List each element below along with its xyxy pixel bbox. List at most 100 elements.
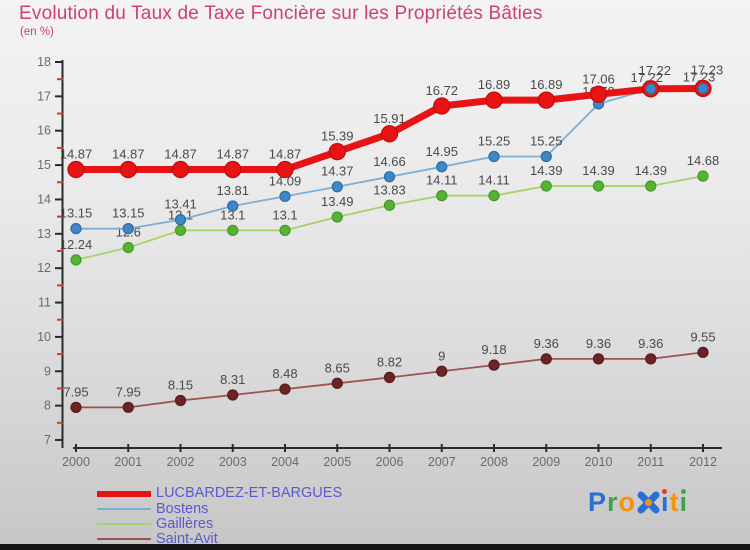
data-point	[436, 365, 448, 377]
data-point	[697, 170, 709, 182]
data-label: 14.95	[425, 144, 458, 159]
data-label: 9.36	[638, 336, 663, 351]
legend-label: Gaillères	[156, 515, 214, 532]
data-point	[645, 180, 657, 192]
data-label: 15.91	[373, 111, 406, 126]
data-label: 13.49	[321, 194, 354, 209]
data-label: 13.83	[373, 182, 406, 197]
data-point	[488, 190, 500, 202]
logo-x-icon	[636, 486, 661, 518]
chart-title: Evolution du Taux de Taxe Foncière sur l…	[19, 3, 543, 24]
data-label: 14.11	[426, 173, 458, 188]
data-point	[540, 150, 552, 163]
data-point	[380, 125, 399, 143]
data-label: 9.18	[481, 342, 506, 357]
x-tick-label: 2000	[62, 455, 90, 469]
y-tick-label: 9	[44, 364, 51, 378]
x-tick-label: 2002	[167, 455, 195, 469]
data-point	[592, 353, 605, 365]
x-tick-label: 2011	[637, 455, 664, 469]
bottom-border	[0, 544, 750, 550]
data-label: 15.25	[478, 134, 511, 149]
data-label: 13.1	[220, 207, 245, 222]
data-point	[171, 160, 190, 179]
data-point	[279, 190, 291, 203]
data-label: 14.39	[634, 163, 667, 178]
y-tick-label: 14	[37, 192, 51, 206]
data-label: 12.24	[60, 237, 93, 252]
x-tick-label: 2009	[532, 455, 560, 469]
data-point	[227, 224, 239, 237]
data-label: 17.22	[638, 63, 671, 78]
data-point	[436, 190, 448, 202]
data-point	[279, 224, 291, 237]
data-label: 17.06	[582, 71, 615, 86]
x-tick-label: 2007	[428, 455, 456, 469]
data-label: 17.23	[691, 62, 724, 77]
y-tick-label: 7	[44, 433, 51, 447]
data-point	[174, 214, 187, 226]
data-label: 17.23	[683, 69, 716, 84]
logo-letter: ı	[679, 487, 689, 517]
data-label: 13.41	[164, 197, 197, 212]
y-tick-label: 17	[37, 89, 51, 103]
data-label: 16.72	[425, 83, 458, 98]
data-label: 7.95	[63, 384, 88, 399]
logo-i-dot	[680, 489, 686, 494]
data-point	[697, 346, 709, 359]
data-point	[224, 160, 242, 179]
legend-item-saint-avit: Saint-Avit	[97, 532, 342, 547]
legend-swatch	[97, 490, 151, 497]
logo-letter: P	[588, 487, 608, 517]
data-point	[540, 353, 552, 365]
data-label: 9.36	[534, 336, 559, 351]
y-tick-label: 10	[37, 330, 51, 344]
data-label: 14.87	[164, 147, 197, 162]
data-point	[70, 254, 82, 266]
data-point	[174, 394, 187, 407]
x-tick-label: 2008	[480, 455, 508, 469]
data-point-overlay	[697, 82, 709, 95]
legend-swatch	[97, 537, 151, 541]
data-label: 9.55	[690, 329, 715, 344]
data-point	[537, 91, 555, 109]
y-tick-label: 15	[37, 158, 51, 172]
x-tick-label: 2012	[689, 455, 717, 469]
data-label: 13.15	[112, 206, 145, 221]
legend-label: LUCBARDEZ-ET-BARGUES	[156, 485, 343, 502]
data-label: 14.87	[269, 147, 302, 162]
chart-subtitle: (en %)	[20, 26, 54, 38]
x-tick-label: 2003	[219, 455, 247, 469]
data-label: 14.37	[321, 164, 354, 179]
data-label: 14.66	[373, 154, 406, 169]
data-label: 8.31	[220, 372, 245, 387]
data-point	[328, 143, 346, 161]
proxiti-logo[interactable]: Pro ı tı	[588, 486, 688, 518]
data-label: 17.22	[630, 70, 663, 85]
data-label: 15.25	[530, 134, 563, 149]
data-label: 14.87	[112, 147, 145, 162]
x-tick-label: 2005	[323, 455, 351, 469]
data-point	[383, 171, 396, 183]
legend-swatch	[97, 507, 151, 511]
legend-item-lucbardez: LUCBARDEZ-ET-BARGUES	[97, 486, 342, 501]
data-label: 8.65	[325, 360, 350, 375]
data-label: 13.15	[60, 206, 93, 221]
data-point	[122, 223, 134, 235]
y-tick-label: 16	[37, 124, 51, 138]
y-tick-label: 13	[37, 227, 51, 241]
data-label: 9	[438, 348, 445, 363]
data-point	[433, 97, 451, 115]
data-point	[383, 371, 396, 384]
y-tick-label: 11	[38, 296, 51, 310]
data-point	[70, 223, 82, 235]
x-tick-label: 2010	[585, 455, 613, 469]
data-label: 14.11	[478, 173, 510, 188]
x-tick-label: 2006	[376, 455, 404, 469]
data-point	[119, 160, 137, 179]
data-label: 13.1	[272, 207, 297, 222]
logo-letter: o	[618, 487, 637, 517]
data-point	[122, 241, 134, 254]
